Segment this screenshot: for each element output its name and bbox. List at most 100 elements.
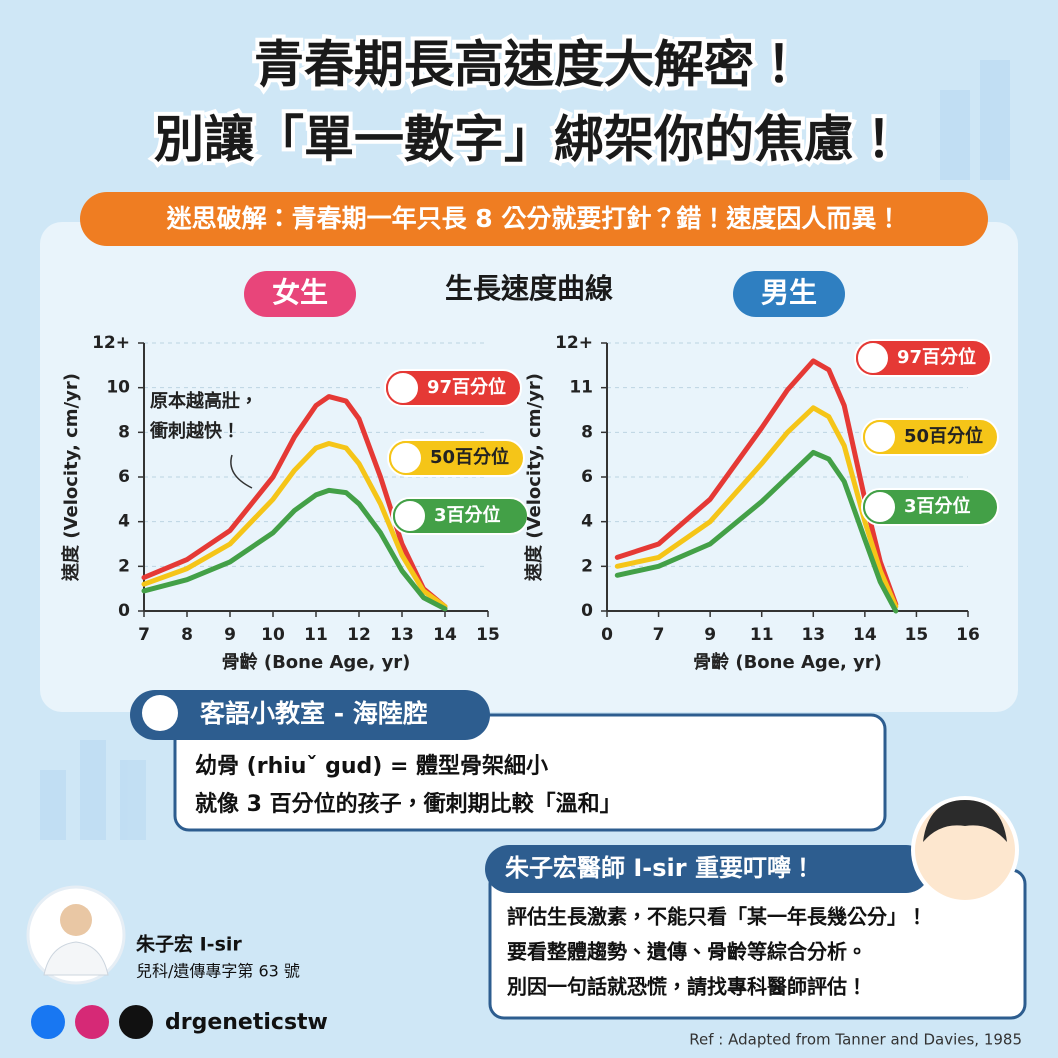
series-line [141,441,448,609]
note-title: 朱子宏醫師 I-sir 重要叮嚀！ [505,854,815,882]
hakka-line: 就像 3 百分位的孩子，衝刺期比較「溫和」 [195,791,622,817]
decor-bar [980,60,1010,180]
social-icon [31,1005,65,1039]
legend-pill [387,439,525,477]
annotation: 原本越高壯， [150,390,258,412]
annotation: 衝刺越快！ [149,420,240,442]
x-tick-label: 7 [653,625,665,645]
x-tick-label: 15 [905,625,929,645]
y-tick-label: 8 [581,422,593,442]
profile-name: 朱子宏 I-sir [136,933,242,956]
y-tick-label: 2 [118,556,130,576]
y-tick-label: 4 [118,512,130,532]
decor-bar [120,760,146,840]
y-tick-label: 0 [581,601,593,621]
series-line [141,487,448,612]
profile-credential: 兒科/遺傳專字第 63 號 [136,962,300,981]
doctor-hair [923,800,1007,842]
x-tick-label: 11 [750,625,774,645]
x-axis-label: 骨齡 (Bone Age, yr) [693,651,882,673]
decor [40,60,1010,840]
y-tick-label: 6 [581,467,593,487]
x-axis-label: 骨齡 (Bone Age, yr) [222,651,411,673]
hakka-line: 幼骨 (rhiuˇ gud) = 體型骨架細小 [195,753,548,779]
hakka-box [173,713,887,832]
chat-icon [142,695,178,731]
y-tick-label: 0 [118,601,130,621]
x-tick-label: 11 [304,625,328,645]
y-tick-label: 6 [118,467,130,487]
note-line: 別因一句話就恐慌，請找專科醫師評估！ [507,975,867,999]
social-icon [119,1005,153,1039]
decor-bar [40,770,66,840]
legend-icon [863,420,897,454]
legend-icon [393,499,427,533]
note-header [485,845,930,893]
banner-text: 迷思破解：青春期一年只長 8 公分就要打針？錯！速度因人而異！ [166,204,902,233]
social-handle: drgeneticstw [165,1010,328,1035]
series-line [614,405,899,609]
x-tick-label: 9 [224,625,236,645]
hakka-title: 客語小教室 - 海陸腔 [200,699,428,728]
gender-label: 男生 [761,276,817,309]
legend-icon [856,341,890,375]
legend-label: 97百分位 [897,346,976,368]
x-tick-label: 12 [347,625,371,645]
x-tick-label: 10 [261,625,285,645]
chart-title: 生長速度曲線 [445,272,613,305]
y-tick-label: 8 [118,422,130,442]
gender-label: 女生 [272,276,328,309]
y-axis-label: 速度 (Velocity, cm/yr) [60,373,82,582]
title-line: 青春期長高速度大解密！ [254,36,804,94]
annotation-pointer [230,454,253,489]
decor-bar [80,740,106,840]
legend-pill [384,369,522,407]
x-tick-label: 14 [853,625,877,645]
y-tick-label: 12+ [555,333,593,353]
legend-pill [861,488,999,526]
legend-icon [386,371,420,405]
y-tick-label: 12+ [92,333,130,353]
y-tick-label: 2 [581,556,593,576]
gender-pill [733,271,845,317]
x-tick-label: 7 [138,625,150,645]
title-line: 別讓「單一數字」綁架你的焦慮！ [154,111,904,169]
note-line: 評估生長激素，不能只看「某一年長幾公分」！ [507,905,927,929]
series-line [614,449,899,614]
gender-pill [244,271,356,317]
x-tick-label: 8 [181,625,193,645]
chart-panel [40,222,1018,712]
legend-label: 50百分位 [430,446,509,468]
profile-coat [43,941,109,976]
note-line: 要看整體趨勢、遺傳、骨齡等綜合分析。 [507,940,867,964]
legend-pill [854,339,992,377]
legend-icon [389,441,423,475]
reference: Ref : Adapted from Tanner and Davies, 19… [689,1031,1022,1049]
x-tick-label: 16 [956,625,980,645]
x-tick-label: 15 [476,625,500,645]
y-tick-label: 10 [106,378,130,398]
banner-bg [80,192,988,246]
legend-label: 50百分位 [904,425,983,447]
social-icon [75,1005,109,1039]
legend-pill [391,497,529,535]
profile-head [60,904,92,936]
hakka-header [130,690,490,740]
x-tick-label: 14 [433,625,457,645]
legend-label: 3百分位 [904,495,971,517]
legend-label: 97百分位 [427,376,506,398]
decor-bar [940,90,970,180]
legend-pill [861,418,999,456]
y-tick-label: 4 [581,512,593,532]
y-tick-label: 11 [569,378,593,398]
y-axis-label: 速度 (Velocity, cm/yr) [523,373,545,582]
x-tick-label: 9 [704,625,716,645]
x-tick-label: 13 [390,625,414,645]
x-tick-label: 13 [801,625,825,645]
series-line [141,394,448,609]
x-tick-label: 0 [601,625,613,645]
legend-icon [863,490,897,524]
legend-label: 3百分位 [434,504,501,526]
